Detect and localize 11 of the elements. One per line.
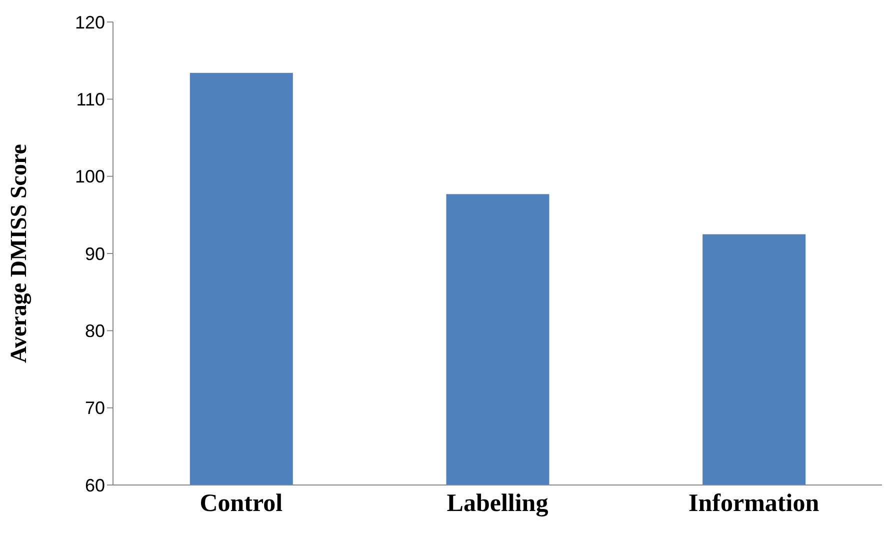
y-tick-label: 110 [76,90,105,110]
y-tick-label: 80 [84,321,105,342]
x-tick-label: Control [200,490,283,517]
y-tick-label: 120 [74,12,105,32]
y-tick-label: 70 [84,398,105,418]
y-axis-title: Average DMISS Score [6,144,32,363]
y-tick-label: 90 [84,244,105,264]
x-tick-label: Labelling [446,490,549,517]
x-tick-label: Information [688,490,820,517]
y-tick-label: 100 [74,166,105,187]
y-tick-label: 60 [84,475,105,496]
